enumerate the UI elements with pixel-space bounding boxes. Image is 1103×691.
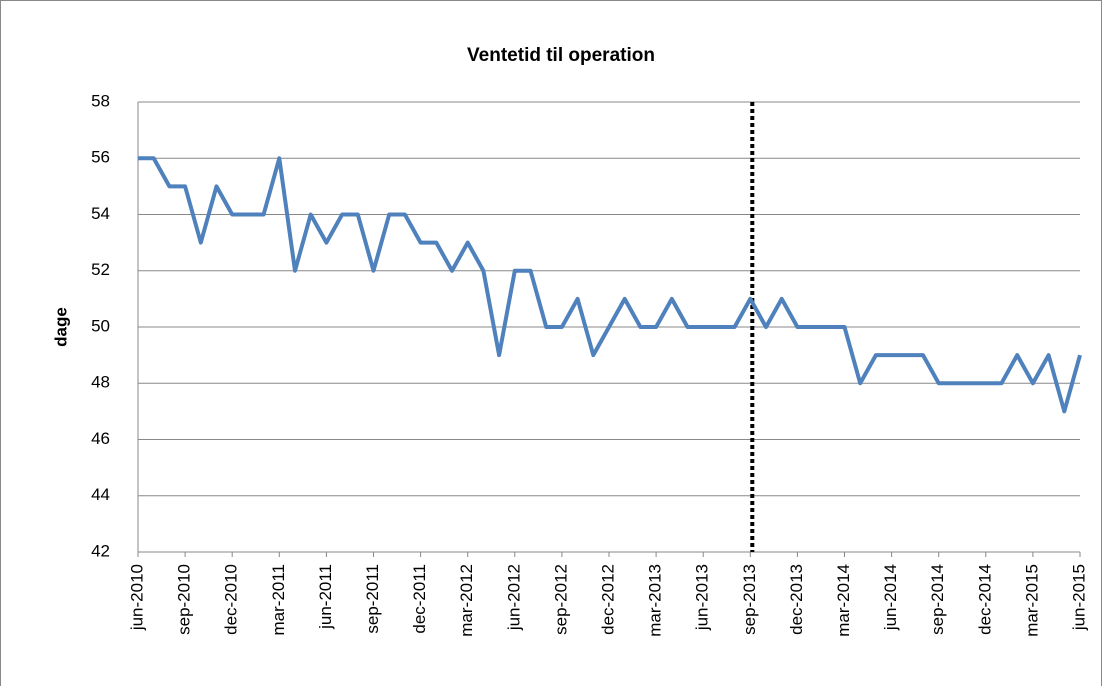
- chart-title: Ventetid til operation: [467, 45, 655, 66]
- x-tick-label: dec-2014: [975, 564, 994, 635]
- x-tick-label: sep-2014: [928, 564, 947, 635]
- y-tick-label: 54: [91, 204, 110, 223]
- x-tick-label: dec-2011: [410, 564, 429, 634]
- x-tick-label: sep-2010: [175, 564, 194, 635]
- x-tick-label: jun-2013: [693, 564, 712, 631]
- x-tick-label: dec-2010: [222, 564, 241, 635]
- y-tick-label: 46: [91, 429, 110, 448]
- x-tick-label: jun-2014: [881, 564, 900, 631]
- x-tick-label: mar-2014: [834, 564, 853, 637]
- y-tick-label: 42: [91, 541, 110, 560]
- x-tick-label: mar-2011: [269, 564, 288, 636]
- y-tick-label: 50: [91, 316, 110, 335]
- data-line: [138, 156, 1082, 414]
- x-tick-label: mar-2015: [1022, 564, 1041, 637]
- x-tick-label: jun-2011: [316, 564, 335, 630]
- x-tick-label: jun-2010: [127, 564, 146, 631]
- y-tick-label: 52: [91, 260, 110, 279]
- x-tick-label: jun-2015: [1069, 564, 1088, 631]
- x-tick-label: jun-2012: [504, 564, 523, 631]
- x-tick-label: sep-2012: [551, 564, 570, 635]
- y-tick-label: 58: [91, 91, 110, 110]
- x-tick-label: sep-2011: [363, 564, 382, 634]
- y-tick-label: 48: [91, 373, 110, 392]
- y-axis-label: dage: [51, 307, 70, 347]
- x-tick-label: dec-2012: [598, 564, 617, 635]
- x-tick-label: sep-2013: [740, 564, 759, 635]
- y-tick-label: 44: [91, 485, 110, 504]
- x-tick-label: mar-2012: [457, 564, 476, 637]
- x-tick-label: mar-2013: [646, 564, 665, 637]
- y-tick-label: 56: [91, 148, 110, 167]
- x-tick-label: dec-2013: [787, 564, 806, 635]
